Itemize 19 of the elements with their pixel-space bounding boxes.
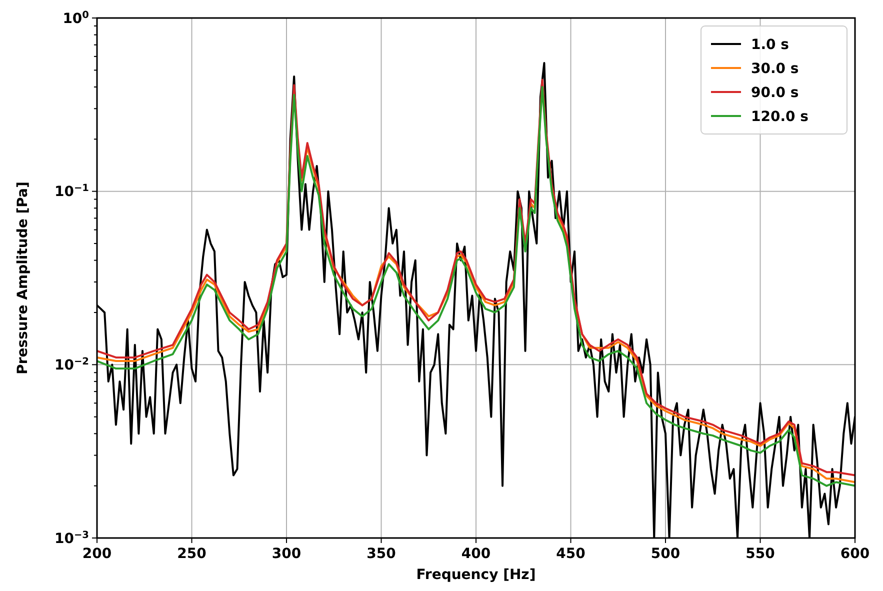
legend-label: 90.0 s	[751, 84, 799, 101]
x-tick-label: 350	[366, 546, 396, 562]
y-axis-title: Pressure Amplitude [Pa]	[15, 182, 31, 374]
x-tick-label: 400	[461, 546, 491, 562]
legend-label: 1.0 s	[751, 36, 790, 53]
x-tick-label: 450	[556, 546, 586, 562]
x-axis-title: Frequency [Hz]	[416, 567, 536, 583]
y-tick-label: 10$^{−3}$	[54, 529, 90, 547]
x-tick-label: 550	[746, 546, 776, 562]
y-tick-label: 10$^{−2}$	[54, 356, 89, 374]
legend-label: 120.0 s	[751, 108, 808, 125]
y-tick-label: 10$^{−1}$	[54, 182, 90, 200]
legend-label: 30.0 s	[751, 60, 799, 77]
x-tick-label: 200	[82, 546, 112, 562]
x-tick-label: 600	[840, 546, 870, 562]
x-tick-label: 300	[272, 546, 302, 562]
y-tick-label: 10$^{0}$	[62, 9, 90, 27]
x-tick-label: 250	[177, 546, 207, 562]
x-tick-label: 500	[650, 546, 680, 562]
